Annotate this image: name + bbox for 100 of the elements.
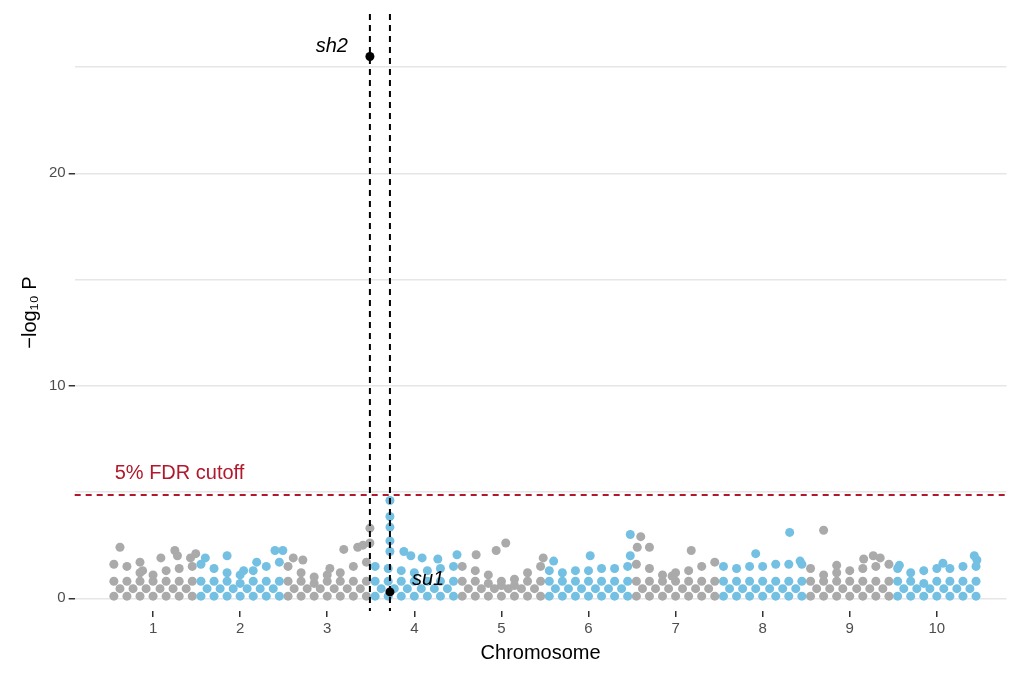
point: [852, 584, 862, 594]
point: [871, 576, 881, 586]
point: [370, 561, 380, 571]
point: [288, 553, 298, 563]
point: [248, 591, 258, 601]
point: [550, 584, 560, 594]
point: [187, 591, 197, 601]
point: [483, 578, 493, 588]
x-tick-label: 10: [928, 619, 946, 637]
point: [191, 549, 201, 559]
y-tick-label: 10: [49, 375, 66, 393]
point: [583, 576, 593, 586]
point: [871, 561, 881, 571]
point: [806, 591, 816, 601]
point: [745, 591, 755, 601]
point: [196, 591, 206, 601]
point: [209, 576, 219, 586]
point: [819, 525, 829, 535]
point: [148, 591, 158, 601]
point: [894, 560, 904, 570]
point: [791, 584, 801, 594]
point: [912, 584, 922, 594]
point: [235, 591, 245, 601]
point: [751, 549, 761, 559]
point: [919, 578, 929, 588]
point: [348, 591, 358, 601]
point: [200, 553, 210, 563]
point: [174, 591, 184, 601]
point: [686, 545, 696, 555]
point: [442, 584, 452, 594]
point: [878, 584, 888, 594]
point: [538, 553, 548, 563]
point: [644, 591, 654, 601]
point: [491, 545, 501, 555]
point: [738, 584, 748, 594]
point: [109, 591, 119, 601]
point: [671, 591, 681, 601]
point: [845, 591, 855, 601]
point: [585, 551, 595, 561]
point: [161, 576, 171, 586]
point: [684, 591, 694, 601]
point: [825, 584, 835, 594]
point: [570, 591, 580, 601]
point: [637, 584, 647, 594]
point: [187, 561, 197, 571]
point: [335, 568, 345, 578]
point: [644, 576, 654, 586]
point: [710, 591, 720, 601]
point: [544, 566, 554, 576]
point: [252, 557, 262, 567]
point: [893, 591, 903, 601]
point: [274, 557, 284, 567]
point: [274, 591, 284, 601]
point: [172, 551, 182, 561]
point: [261, 561, 271, 571]
point: [597, 576, 607, 586]
point: [718, 591, 728, 601]
point: [932, 576, 942, 586]
point: [355, 584, 365, 594]
point: [644, 542, 654, 552]
point: [691, 584, 701, 594]
point: [832, 576, 842, 586]
point: [406, 551, 416, 561]
point: [396, 576, 406, 586]
point: [255, 584, 265, 594]
x-axis-title: Chromosome: [480, 640, 601, 663]
point: [135, 591, 145, 601]
point: [222, 591, 232, 601]
point: [283, 591, 293, 601]
point: [335, 576, 345, 586]
point: [784, 591, 794, 601]
point: [278, 545, 288, 555]
point: [174, 564, 184, 574]
point: [523, 568, 533, 578]
point: [242, 584, 252, 594]
point: [215, 584, 225, 594]
point: [684, 576, 694, 586]
point: [523, 576, 533, 586]
point: [122, 576, 132, 586]
point: [906, 568, 916, 578]
point: [697, 591, 707, 601]
point: [965, 584, 975, 594]
point: [797, 576, 807, 586]
point: [335, 591, 345, 601]
point: [296, 576, 306, 586]
point: [631, 576, 641, 586]
point: [209, 591, 219, 601]
point: [919, 566, 929, 576]
point: [509, 591, 519, 601]
point: [899, 584, 909, 594]
point: [884, 576, 894, 586]
point: [222, 576, 232, 586]
point: [483, 570, 493, 580]
ref-line-label: 5% FDR cutoff: [114, 460, 245, 483]
point: [289, 584, 299, 594]
point: [115, 584, 125, 594]
point: [361, 576, 371, 586]
point: [298, 555, 308, 565]
point: [476, 584, 486, 594]
point: [725, 584, 735, 594]
